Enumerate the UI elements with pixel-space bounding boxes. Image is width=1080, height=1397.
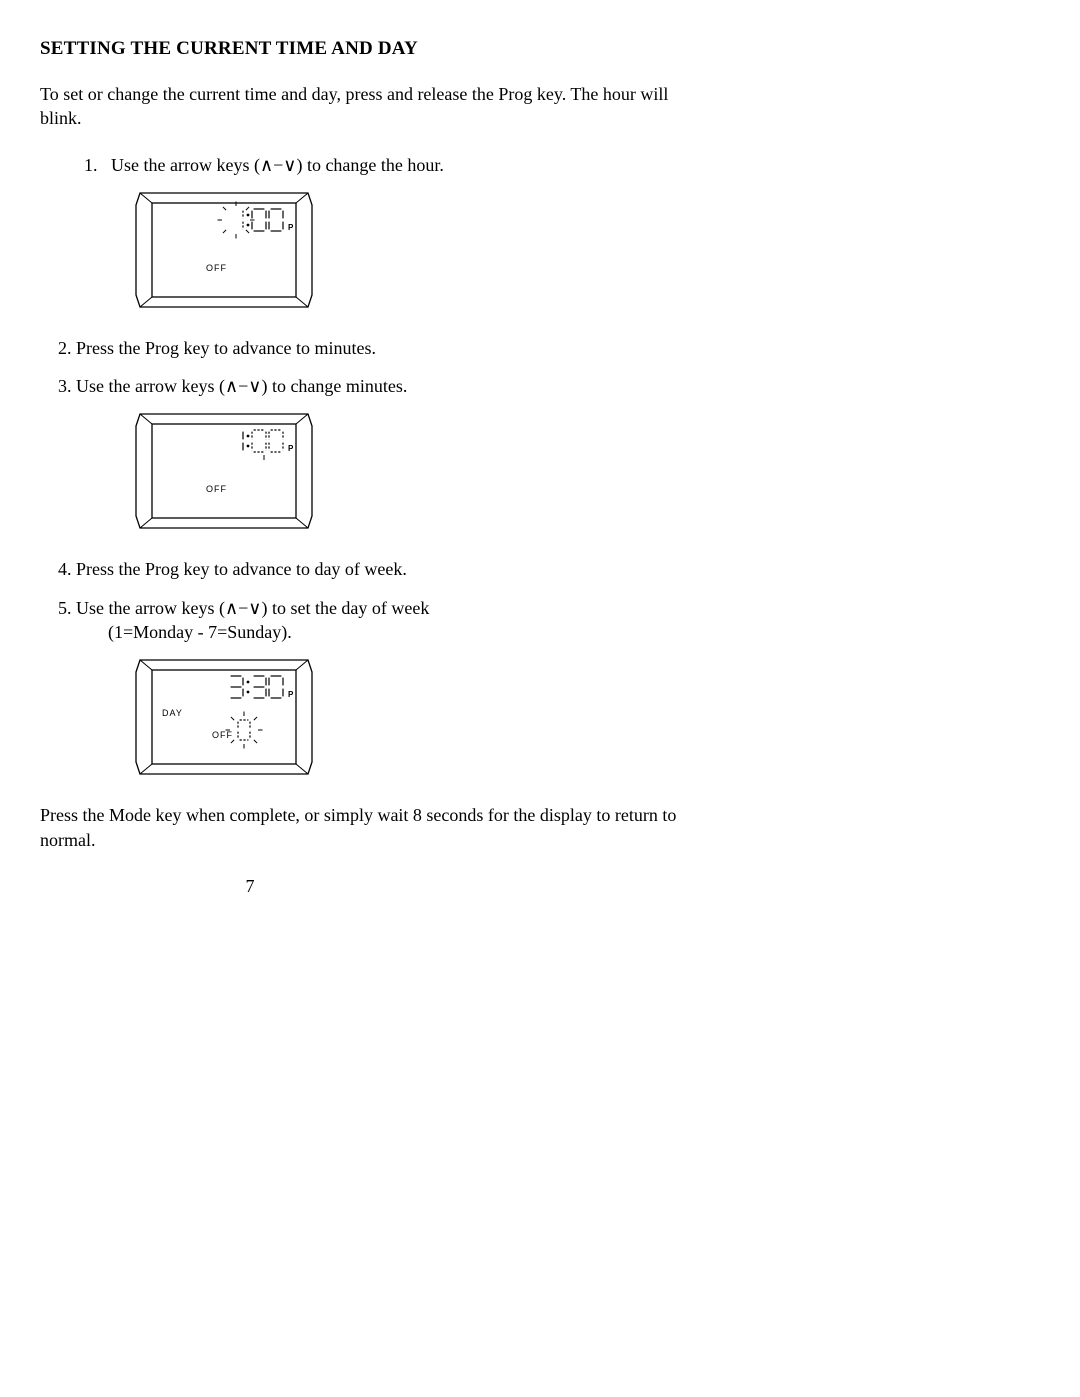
lcd-svg-1: P OFF <box>134 191 314 309</box>
step-5-sub: (1=Monday - 7=Sunday). <box>86 620 680 644</box>
step-1-text: Use the arrow keys (∧−∨) to change the h… <box>111 155 444 175</box>
step-3: 3. Use the arrow keys (∧−∨) to change mi… <box>40 374 680 398</box>
svg-text:OFF: OFF <box>212 730 233 740</box>
closing-paragraph: Press the Mode key when complete, or sim… <box>40 803 680 852</box>
lcd-svg-2: P OFF <box>134 412 314 530</box>
step-4: 4. Press the Prog key to advance to day … <box>40 557 680 581</box>
step-1: 1. Use the arrow keys (∧−∨) to change th… <box>40 153 680 177</box>
lcd-figure-3: P OFF DAY <box>134 658 680 781</box>
step-1-number: 1. <box>84 155 98 175</box>
svg-text:DAY: DAY <box>162 708 183 718</box>
svg-text:P: P <box>288 223 294 232</box>
intro-paragraph: To set or change the current time and da… <box>40 82 680 131</box>
svg-text:P: P <box>288 444 294 453</box>
step-5: 5. Use the arrow keys (∧−∨) to set the d… <box>40 596 680 645</box>
lcd-svg-3: P OFF DAY <box>134 658 314 776</box>
step-2: 2. Press the Prog key to advance to minu… <box>40 336 680 360</box>
lcd-figure-2: P OFF <box>134 412 680 535</box>
svg-text:OFF: OFF <box>206 263 227 273</box>
svg-text:OFF: OFF <box>206 484 227 494</box>
section-heading: SETTING THE CURRENT TIME AND DAY <box>40 38 680 60</box>
svg-text:P: P <box>288 690 294 699</box>
lcd-figure-1: P OFF <box>134 191 680 314</box>
step-5-text: 5. Use the arrow keys (∧−∨) to set the d… <box>58 598 429 618</box>
page-number: 7 <box>40 876 460 897</box>
